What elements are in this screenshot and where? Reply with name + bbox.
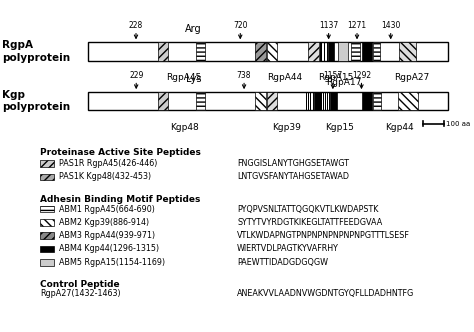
- Text: PAS1R RgpA45(426-446): PAS1R RgpA45(426-446): [59, 159, 158, 168]
- Bar: [321, 92, 329, 110]
- Bar: [330, 92, 337, 110]
- Bar: [362, 92, 372, 110]
- Text: Control Peptide: Control Peptide: [40, 280, 120, 289]
- Bar: [351, 42, 360, 60]
- Text: ABM4 Kgp44(1296-1315): ABM4 Kgp44(1296-1315): [59, 244, 159, 254]
- Bar: [40, 259, 54, 266]
- Bar: [255, 42, 266, 60]
- Bar: [398, 92, 418, 110]
- Text: Kgp15: Kgp15: [326, 123, 354, 132]
- Text: Lys: Lys: [186, 74, 201, 84]
- Bar: [88, 92, 448, 110]
- Text: 1292: 1292: [352, 70, 371, 79]
- Bar: [267, 92, 277, 110]
- Text: 228: 228: [129, 21, 143, 30]
- Text: ABM3 RgpA44(939-971): ABM3 RgpA44(939-971): [59, 231, 155, 240]
- Text: Kgp48: Kgp48: [170, 123, 199, 132]
- Text: Arg: Arg: [185, 24, 202, 34]
- Text: RgpA44: RgpA44: [267, 73, 302, 82]
- Bar: [373, 42, 380, 60]
- Text: RgpA27(1432-1463): RgpA27(1432-1463): [40, 289, 121, 298]
- Bar: [328, 42, 334, 60]
- Bar: [40, 174, 54, 180]
- Text: 100 aa: 100 aa: [446, 121, 470, 127]
- Text: LNTGVSFANYTAHGSETAWAD: LNTGVSFANYTAHGSETAWAD: [237, 172, 349, 182]
- Bar: [373, 92, 381, 110]
- Text: SYTYTVYRDGTKIKEGLTATTFEEDGVAA: SYTYTVYRDGTKIKEGLTATTFEEDGVAA: [237, 218, 382, 227]
- Bar: [325, 92, 326, 110]
- Text: ABM1 RgpA45(664-690): ABM1 RgpA45(664-690): [59, 205, 155, 214]
- Text: RgpA17: RgpA17: [327, 78, 362, 87]
- Text: PAEWTTIDADGDGQGW: PAEWTTIDADGDGQGW: [237, 258, 328, 267]
- Bar: [306, 92, 307, 110]
- Bar: [40, 160, 54, 167]
- Text: RgpA
polyprotein: RgpA polyprotein: [2, 40, 71, 63]
- Bar: [40, 219, 54, 226]
- Text: RgpA15: RgpA15: [318, 73, 353, 82]
- Bar: [158, 92, 168, 110]
- Bar: [308, 42, 319, 60]
- Text: Kgp
polyprotein: Kgp polyprotein: [2, 90, 71, 113]
- Bar: [308, 92, 309, 110]
- Bar: [399, 42, 416, 60]
- Text: ABM2 Kgp39(886-914): ABM2 Kgp39(886-914): [59, 218, 149, 227]
- Bar: [338, 42, 348, 60]
- Text: ABM5 RgpA15(1154-1169): ABM5 RgpA15(1154-1169): [59, 258, 165, 267]
- Bar: [321, 92, 322, 110]
- Bar: [320, 42, 327, 60]
- Text: VTLKWDAPNGTPNPNPNPNPNPNPGTTTLSESF: VTLKWDAPNGTPNPNPNPNPNPNPGTTTLSESF: [237, 231, 410, 240]
- Bar: [88, 42, 448, 60]
- Text: 720: 720: [233, 21, 247, 30]
- Bar: [362, 42, 372, 60]
- Text: Adhesin Binding Motif Peptides: Adhesin Binding Motif Peptides: [40, 195, 201, 204]
- Text: RgpA27: RgpA27: [394, 73, 429, 82]
- Bar: [40, 246, 54, 252]
- Bar: [40, 232, 54, 239]
- Text: PAS1K Kgp48(432-453): PAS1K Kgp48(432-453): [59, 172, 151, 182]
- Bar: [311, 92, 312, 110]
- Text: 229: 229: [129, 70, 144, 79]
- Text: RgpA45: RgpA45: [166, 73, 202, 82]
- Bar: [158, 42, 168, 60]
- Text: 1271: 1271: [347, 21, 366, 30]
- Text: 1430: 1430: [381, 21, 401, 30]
- Bar: [40, 206, 54, 212]
- Bar: [267, 42, 277, 60]
- Text: ANEAKVVLAADNVWGDNTGYQFLLDADHNTFG: ANEAKVVLAADNVWGDNTGYQFLLDADHNTFG: [237, 289, 414, 298]
- Text: WIERTVDLPAGTKYVAFRHY: WIERTVDLPAGTKYVAFRHY: [237, 244, 339, 254]
- Bar: [255, 92, 266, 110]
- Text: FNGGISLANYTGHGSETAWGT: FNGGISLANYTGHGSETAWGT: [237, 159, 349, 168]
- Bar: [321, 42, 322, 60]
- Bar: [323, 92, 324, 110]
- Bar: [196, 92, 205, 110]
- Text: 1157: 1157: [323, 70, 343, 79]
- Bar: [314, 92, 321, 110]
- Text: Proteinase Active Site Peptides: Proteinase Active Site Peptides: [40, 148, 201, 157]
- Bar: [306, 92, 313, 110]
- Text: PYQPVSNLTATTQGQKVTLKWDAPSTK: PYQPVSNLTATTQGQKVTLKWDAPSTK: [237, 205, 378, 214]
- Text: 1137: 1137: [319, 21, 338, 30]
- Bar: [324, 42, 325, 60]
- Text: Kgp39: Kgp39: [273, 123, 301, 132]
- Text: 738: 738: [237, 70, 251, 79]
- Bar: [326, 42, 327, 60]
- Text: Kgp44: Kgp44: [385, 123, 413, 132]
- Bar: [196, 42, 205, 60]
